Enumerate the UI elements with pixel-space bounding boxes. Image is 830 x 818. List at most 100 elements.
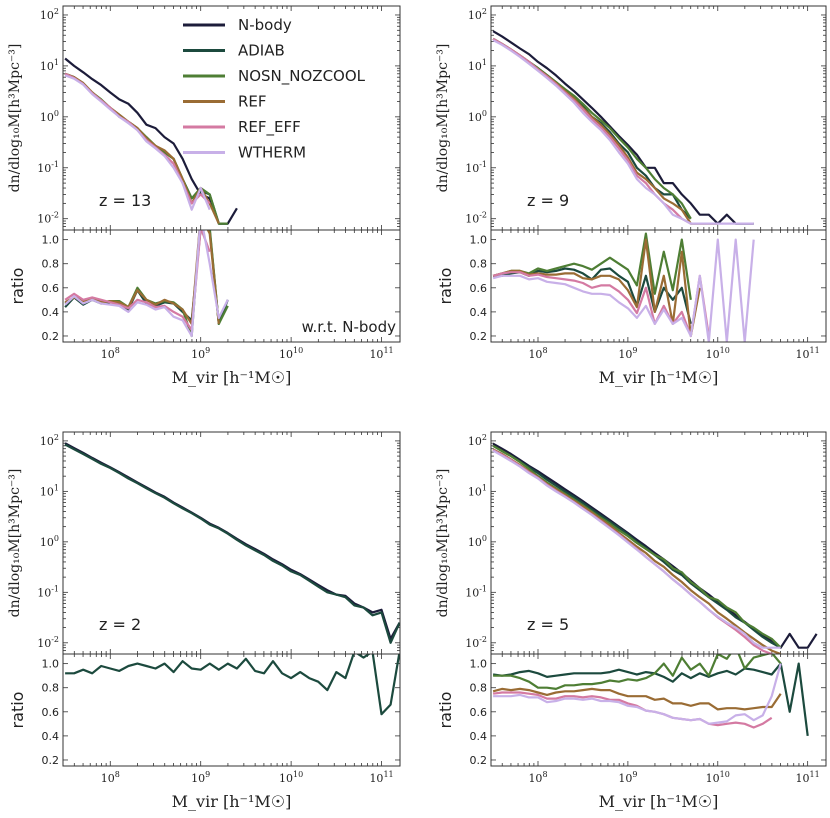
y-tick-label-1e-2: 10-2 <box>465 635 487 650</box>
ratio-y-tick-label: 0.4 <box>470 730 488 743</box>
y-tick-label-1e0: 100 <box>40 534 59 549</box>
ratio-line-ref-eff <box>492 691 773 729</box>
ratio-line-ref <box>492 687 782 711</box>
ratio-y-tick-label: 0.8 <box>470 682 488 695</box>
x-tick-label-1e9: 109 <box>618 770 637 785</box>
ratio-reference-note: w.r.t. N-body <box>302 318 396 336</box>
legend-label: REF_EFF <box>238 118 301 137</box>
x-tick-label-1e10: 1010 <box>706 770 730 785</box>
x-axis-label: M_vir [h⁻¹M☉] <box>172 792 292 811</box>
legend-label: REF <box>238 93 267 111</box>
panel-bottom-right: 108 109 1010 1011 10-2 10-1 100 101 102 0.2 0.4 0.6… <box>435 431 827 811</box>
ratio-series <box>492 654 809 737</box>
panel-top-right: 108 109 1010 1011 10-2 10-1 100 101 102 0.2 0.4 0.6… <box>435 5 827 387</box>
x-tick-label-1e8: 108 <box>101 346 120 361</box>
x-tick-label-1e9: 109 <box>618 346 637 361</box>
x-tick-label-1e8: 108 <box>528 346 547 361</box>
x-ticks <box>62 6 382 342</box>
ratio-y-tick-label: 0.8 <box>470 258 488 271</box>
x-ticks <box>62 432 382 766</box>
ratio-axis-label: ratio <box>8 692 27 729</box>
y-tick-label-1e2: 102 <box>40 433 59 448</box>
y-tick-label-1e-1: 10-1 <box>465 584 487 599</box>
ratio-y-tick-label: 0.6 <box>470 282 488 295</box>
ratio-y-tick-label: 0.4 <box>42 306 60 319</box>
x-tick-label-1e10: 1010 <box>279 770 303 785</box>
x-axis-label: M_vir [h⁻¹M☉] <box>599 792 719 811</box>
x-tick-label-1e11: 1011 <box>369 346 393 361</box>
y-axis-label: dn/dlog₁₀M[h³Mpc⁻³] <box>435 44 451 193</box>
ratio-y-tick-label: 0.8 <box>42 682 60 695</box>
y-tick-label-1e1: 101 <box>468 483 487 498</box>
x-tick-label-1e9: 109 <box>191 770 210 785</box>
series-line-n-body <box>64 442 400 640</box>
y-tick-label-1e-2: 10-2 <box>37 211 59 226</box>
main-series <box>64 442 400 644</box>
series-line-n-body <box>492 30 754 225</box>
ratio-line-ref-eff <box>64 230 211 332</box>
ratio-axes-frame <box>490 229 827 343</box>
redshift-label: z = 5 <box>527 615 569 634</box>
ratio-y-tick-label: 1.0 <box>470 658 488 671</box>
panel-bottom-left: 108 109 1010 1011 10-2 10-1 100 101 102 0.2 0.4 0.6… <box>7 431 401 811</box>
ratio-line-nosn-nozcool <box>493 654 782 690</box>
ratio-series <box>64 230 229 338</box>
ratio-line-adiab <box>492 662 809 737</box>
legend: N-body ADIAB NOSN_NOZCOOL REF REF_EFF WTHERM <box>183 16 366 162</box>
y-tick-label-1e2: 102 <box>468 7 487 22</box>
x-tick-label-1e8: 108 <box>528 770 547 785</box>
ratio-line-ref <box>492 238 701 338</box>
main-series <box>492 30 754 225</box>
legend-label: N-body <box>238 16 292 34</box>
y-tick-label-1e0: 100 <box>468 534 487 549</box>
ratio-y-tick-label: 1.0 <box>42 658 60 671</box>
series-line-adiab <box>64 443 400 644</box>
ratio-y-tick-label: 0.4 <box>42 730 60 743</box>
ratio-y-tick-label: 0.8 <box>42 258 60 271</box>
ratio-y-tick-label: 0.2 <box>470 754 488 767</box>
ratio-axes-frame <box>62 653 401 767</box>
x-tick-label-1e11: 1011 <box>796 346 820 361</box>
y-tick-label-1e0: 100 <box>40 109 59 124</box>
series-line-n-body <box>64 57 238 225</box>
ratio-y-tick-label: 0.6 <box>42 706 60 719</box>
main-series <box>492 442 818 654</box>
x-tick-label-1e11: 1011 <box>796 770 820 785</box>
panel-top-left: 108 109 1010 1011 10-2 10-1 100 101 102 0.2 0.4 0.6… <box>7 5 401 387</box>
series-line-adiab <box>492 37 692 220</box>
y-tick-label-1e-1: 10-1 <box>37 584 59 599</box>
ratio-y-tick-label: 0.6 <box>470 706 488 719</box>
ratio-y-tick-label: 0.6 <box>42 282 60 295</box>
legend-label: NOSN_NOZCOOL <box>238 67 366 86</box>
y-tick-label-1e1: 101 <box>40 483 59 498</box>
y-tick-label-1e-2: 10-2 <box>465 211 487 226</box>
ratio-y-tick-label: 1.0 <box>470 234 488 247</box>
ratio-line-adiab <box>65 654 400 716</box>
ratio-line-adiab <box>64 230 229 325</box>
ratio-axes-frame <box>62 229 401 343</box>
x-tick-label-1e8: 108 <box>101 770 120 785</box>
legend-label: ADIAB <box>238 42 285 60</box>
x-tick-label-1e10: 1010 <box>279 346 303 361</box>
redshift-label: z = 13 <box>99 191 151 210</box>
ratio-line-wtherm <box>64 230 229 338</box>
legend-label: WTHERM <box>238 144 306 162</box>
x-tick-label-1e11: 1011 <box>369 770 393 785</box>
redshift-label: z = 2 <box>99 615 141 634</box>
ratio-axes-frame <box>490 653 827 767</box>
ratio-line-wtherm <box>493 663 782 725</box>
series-line-wtherm <box>492 449 781 649</box>
main-series <box>64 57 238 225</box>
y-tick-label-1e0: 100 <box>468 109 487 124</box>
y-axis-label: dn/dlog₁₀M[h³Mpc⁻³] <box>7 44 23 193</box>
ratio-axis-label: ratio <box>436 268 455 305</box>
y-ticks <box>63 14 400 337</box>
ratio-line-ref-eff <box>492 271 710 338</box>
ratio-y-tick-label: 1.0 <box>42 234 60 247</box>
x-axis-label: M_vir [h⁻¹M☉] <box>172 368 292 387</box>
y-tick-label-1e-2: 10-2 <box>37 635 59 650</box>
ratio-series <box>492 232 755 342</box>
y-tick-label-1e1: 101 <box>40 58 59 73</box>
ratio-axis-label: ratio <box>436 692 455 729</box>
y-axis-label: dn/dlog₁₀M[h³Mpc⁻³] <box>435 469 451 618</box>
